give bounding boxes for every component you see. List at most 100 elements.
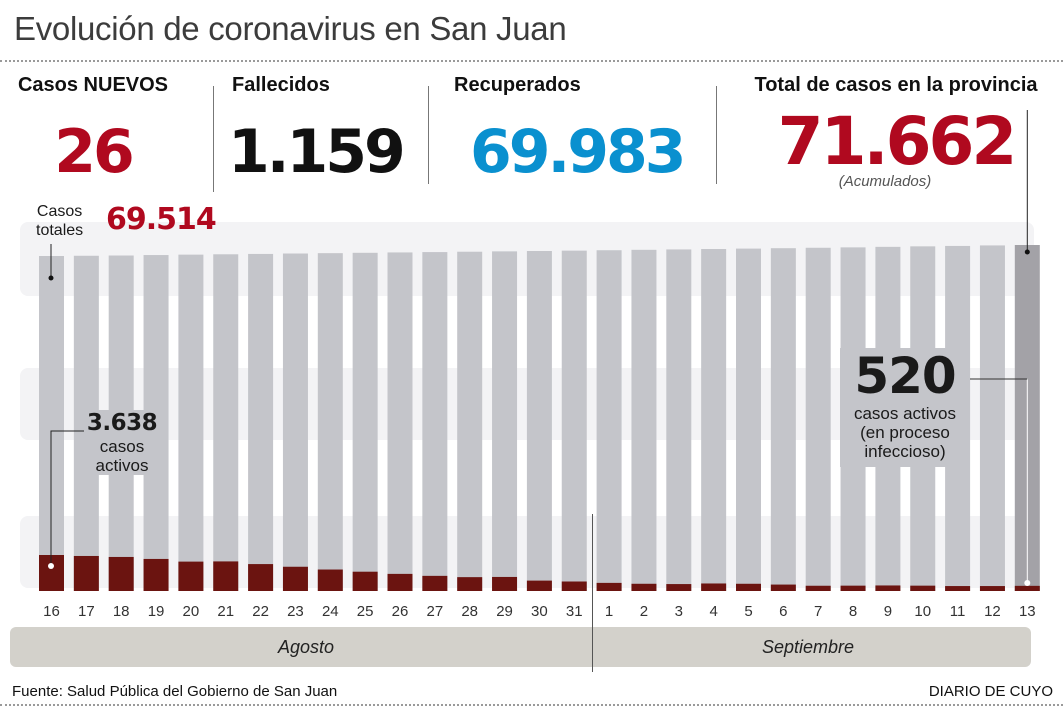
total-cases-bar: [352, 252, 378, 591]
x-tick-label: 23: [287, 603, 304, 620]
total-cases-bar: [387, 252, 413, 591]
month-axis-band: [10, 627, 1031, 667]
stat-deaths-label: Fallecidos: [232, 74, 330, 96]
x-tick-label: 24: [322, 603, 339, 620]
active-cases-bar: [282, 566, 308, 591]
stat-separator: [213, 86, 214, 192]
x-tick-label: 29: [496, 603, 513, 620]
stat-separator: [716, 86, 717, 184]
stat-new-cases-label: Casos NUEVOS: [17, 74, 169, 96]
x-tick-label: 26: [392, 603, 409, 620]
x-tick-label: 9: [884, 603, 892, 620]
active-cases-bar: [910, 585, 936, 591]
active-cases-bar: [770, 584, 796, 591]
active-cases-bar: [178, 561, 204, 591]
active-cases-bar: [73, 555, 99, 591]
x-tick-label: 27: [427, 603, 444, 620]
x-tick-label: 31: [566, 603, 583, 620]
total-cases-bar: [561, 250, 587, 592]
total-cases-label-line2: totales: [36, 222, 84, 239]
x-tick-label: 8: [849, 603, 857, 620]
active-cases-bar: [840, 585, 866, 591]
active-cases-bar: [736, 583, 761, 591]
month-label-septiembre: Septiembre: [762, 637, 855, 657]
x-tick-label: 28: [461, 603, 478, 620]
start-active-line1: casos: [99, 437, 145, 456]
x-tick-label: 30: [531, 603, 548, 620]
total-cases-bar: [979, 245, 1005, 591]
end-active-line3: infeccioso): [864, 442, 946, 461]
total-cases-start-value: 69.514: [106, 202, 217, 237]
brand-credit: DIARIO DE CUYO: [928, 683, 1053, 700]
active-cases-bar: [492, 576, 518, 591]
active-cases-bar: [805, 585, 831, 591]
title-divider: [0, 60, 1063, 62]
total-cases-bar: [317, 253, 343, 591]
stat-separator: [428, 86, 429, 184]
active-cases-bar: [143, 558, 169, 591]
active-cases-bar: [387, 573, 413, 591]
total-cases-bar: [770, 248, 796, 591]
total-cases-bar: [282, 253, 308, 591]
end-active-leader-dot: [1024, 580, 1031, 586]
total-cases-label: Casos totales: [36, 202, 83, 240]
total-cases-bar: [666, 249, 692, 591]
x-tick-label: 11: [950, 603, 966, 620]
active-cases-bar: [422, 575, 448, 591]
x-tick-label: 22: [252, 603, 269, 620]
active-cases-bar: [701, 583, 727, 591]
start-active-line2: activos: [95, 456, 149, 475]
active-cases-bar: [352, 571, 378, 591]
active-cases-bar: [526, 580, 552, 591]
stat-total-value: 71.662: [777, 103, 1018, 180]
x-tick-label: 25: [357, 603, 374, 620]
x-tick-label: 13: [1019, 603, 1036, 620]
active-cases-bar: [666, 584, 692, 591]
total-cases-bar: [736, 248, 761, 591]
stat-new-cases-value: 26: [54, 117, 135, 187]
total-cases-bar: [457, 251, 483, 591]
end-active-annotation: 520 casos activos (en proceso infeccioso…: [840, 348, 970, 467]
x-tick-label: 6: [779, 603, 787, 620]
start-active-value: 3.638: [86, 410, 158, 436]
x-tick-label: 3: [675, 603, 683, 620]
active-cases-bar: [108, 556, 134, 591]
start-active-leader-line: [50, 430, 84, 565]
total-cases-bar: [248, 253, 274, 592]
end-active-line1: casos activos: [853, 404, 957, 423]
active-cases-bar: [248, 564, 274, 591]
source-note: Fuente: Salud Pública del Gobierno de Sa…: [12, 683, 338, 700]
x-tick-label: 7: [814, 603, 822, 620]
active-cases-bar: [596, 582, 622, 591]
page-title: Evolución de coronavirus en San Juan: [14, 10, 567, 47]
active-cases-bar: [213, 561, 239, 591]
x-tick-label: 17: [78, 603, 95, 620]
active-cases-bar: [945, 586, 971, 591]
stat-new-cases: Casos NUEVOS 26: [8, 74, 178, 185]
total-cases-bar: [492, 251, 518, 591]
month-label-agosto: Agosto: [278, 637, 335, 657]
total-cases-label-line1: Casos: [36, 203, 83, 220]
end-active-value: 520: [854, 347, 956, 405]
x-tick-label: 21: [217, 603, 234, 620]
active-cases-bar: [631, 583, 657, 591]
end-active-line2: (en proceso: [860, 423, 950, 442]
total-cases-bar: [596, 250, 622, 591]
total-cases-bar: [701, 249, 727, 592]
x-tick-label: 2: [640, 603, 648, 620]
active-cases-bar: [875, 585, 901, 591]
active-cases-bar: [1014, 585, 1040, 591]
x-tick-label: 20: [183, 603, 200, 620]
x-tick-label: 5: [744, 603, 752, 620]
start-active-annotation: 3.638 casos activos: [84, 410, 160, 475]
active-cases-bar: [561, 581, 587, 591]
stat-deaths-value: 1.159: [228, 117, 406, 187]
x-tick-label: 12: [984, 603, 1001, 620]
active-cases-bar: [317, 569, 343, 591]
x-tick-label: 16: [43, 603, 60, 620]
stat-total: Total de casos en la provincia 71.662 (A…: [736, 74, 1056, 190]
stat-recovered-value: 69.983: [470, 117, 687, 187]
start-active-leader-dot: [48, 563, 54, 569]
stat-deaths: Fallecidos 1.159: [228, 74, 408, 185]
